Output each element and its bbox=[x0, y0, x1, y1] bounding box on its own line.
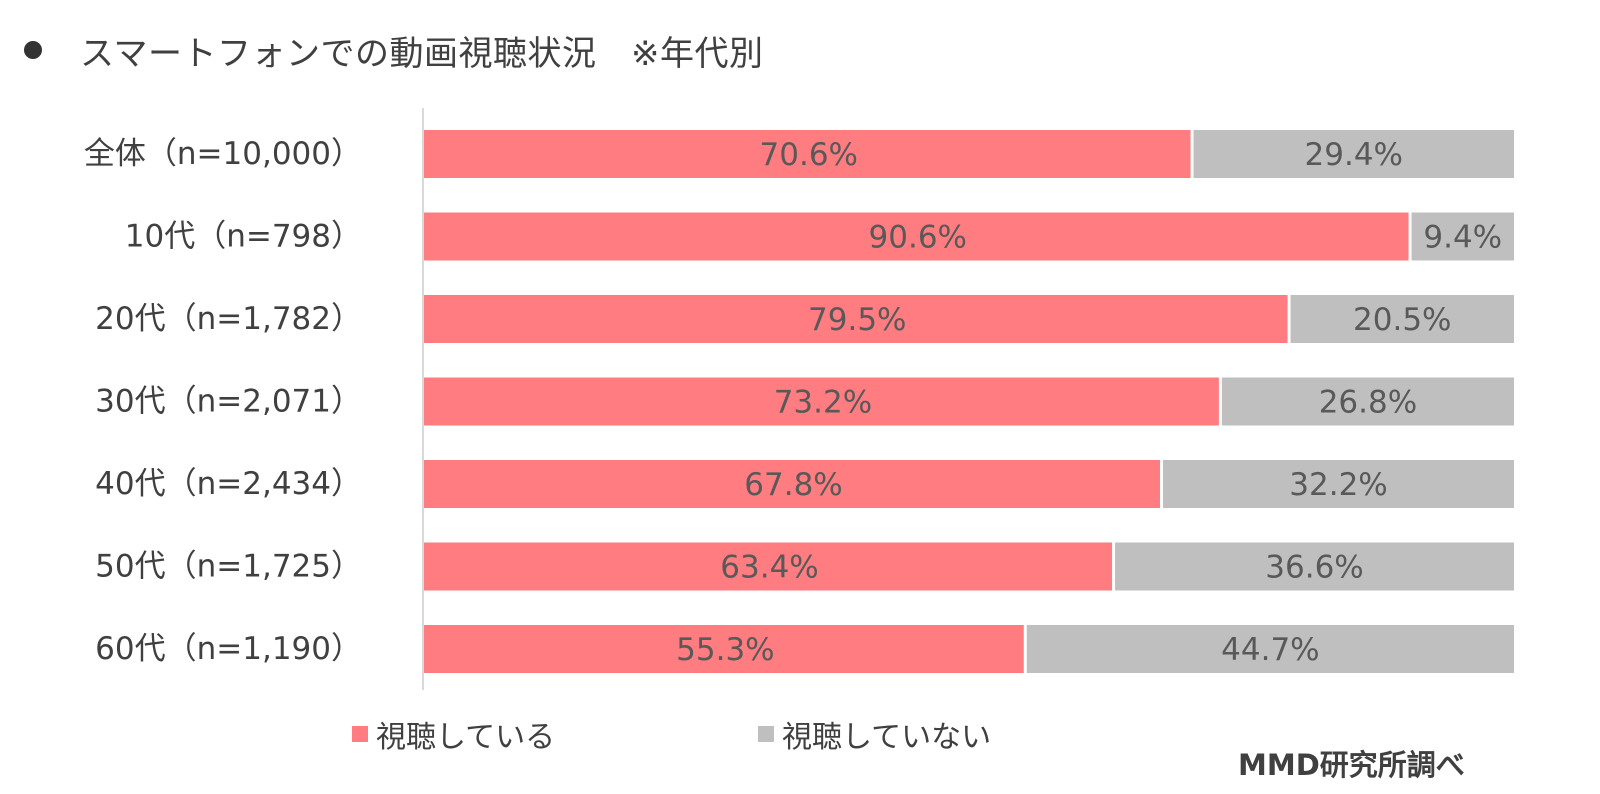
bar-segment-not-watching bbox=[1221, 377, 1514, 426]
data-label-watching: 90.6% bbox=[869, 220, 967, 256]
legend-label-watching: 視聴している bbox=[376, 720, 556, 755]
data-label-not-watching: 32.2% bbox=[1289, 467, 1387, 503]
data-label-watching: 63.4% bbox=[720, 550, 818, 586]
legend-item-watching: 視聴している bbox=[352, 712, 555, 756]
legend-swatch-not-watching bbox=[758, 726, 774, 742]
source-note: MMD研究所調べ bbox=[1238, 748, 1465, 782]
data-label-watching: 70.6% bbox=[760, 137, 858, 173]
category-label: 30代（n=2,071） bbox=[95, 384, 362, 420]
chart-title: スマートフォンでの動画視聴状況 ※年代別 bbox=[80, 33, 764, 74]
bar-segment-not-watching bbox=[1026, 625, 1514, 673]
legend-swatch-watching bbox=[352, 726, 368, 742]
bar-segment-watching bbox=[424, 625, 1024, 673]
data-label-watching: 55.3% bbox=[676, 632, 774, 668]
category-label: 40代（n=2,434） bbox=[95, 466, 362, 502]
bar-segment-not-watching bbox=[1193, 130, 1514, 178]
legend-label-not-watching: 視聴していない bbox=[782, 720, 992, 755]
category-label: 20代（n=1,782） bbox=[95, 301, 362, 337]
data-label-not-watching: 29.4% bbox=[1305, 137, 1403, 173]
title-bullet-icon bbox=[24, 41, 42, 59]
bar-segment-watching bbox=[424, 377, 1219, 426]
data-label-watching: 67.8% bbox=[744, 467, 842, 503]
data-label-not-watching: 9.4% bbox=[1423, 220, 1502, 256]
bar-segment-watching bbox=[424, 212, 1409, 261]
bar-segment-not-watching bbox=[1115, 542, 1514, 591]
data-label-not-watching: 26.8% bbox=[1319, 385, 1417, 421]
bar-segment-watching bbox=[424, 542, 1113, 591]
bar-segment-not-watching bbox=[1163, 460, 1514, 508]
bar-segment-not-watching bbox=[1290, 295, 1514, 343]
chart-title-row: スマートフォンでの動画視聴状況 ※年代別 bbox=[24, 22, 763, 78]
category-label: 10代（n=798） bbox=[125, 219, 362, 255]
bar-segment-watching bbox=[424, 460, 1161, 508]
bar-segment-watching bbox=[424, 295, 1288, 343]
bar-segment-not-watching bbox=[1411, 212, 1514, 261]
data-label-watching: 73.2% bbox=[774, 385, 872, 421]
data-label-watching: 79.5% bbox=[808, 302, 906, 338]
category-label: 全体（n=10,000） bbox=[84, 136, 362, 172]
data-label-not-watching: 20.5% bbox=[1353, 302, 1451, 338]
bar-segment-watching bbox=[424, 130, 1191, 178]
data-label-not-watching: 44.7% bbox=[1221, 632, 1319, 668]
category-label: 60代（n=1,190） bbox=[95, 631, 362, 667]
data-label-not-watching: 36.6% bbox=[1265, 550, 1363, 586]
category-label: 50代（n=1,725） bbox=[95, 549, 362, 585]
legend-item-not-watching: 視聴していない bbox=[758, 712, 991, 756]
